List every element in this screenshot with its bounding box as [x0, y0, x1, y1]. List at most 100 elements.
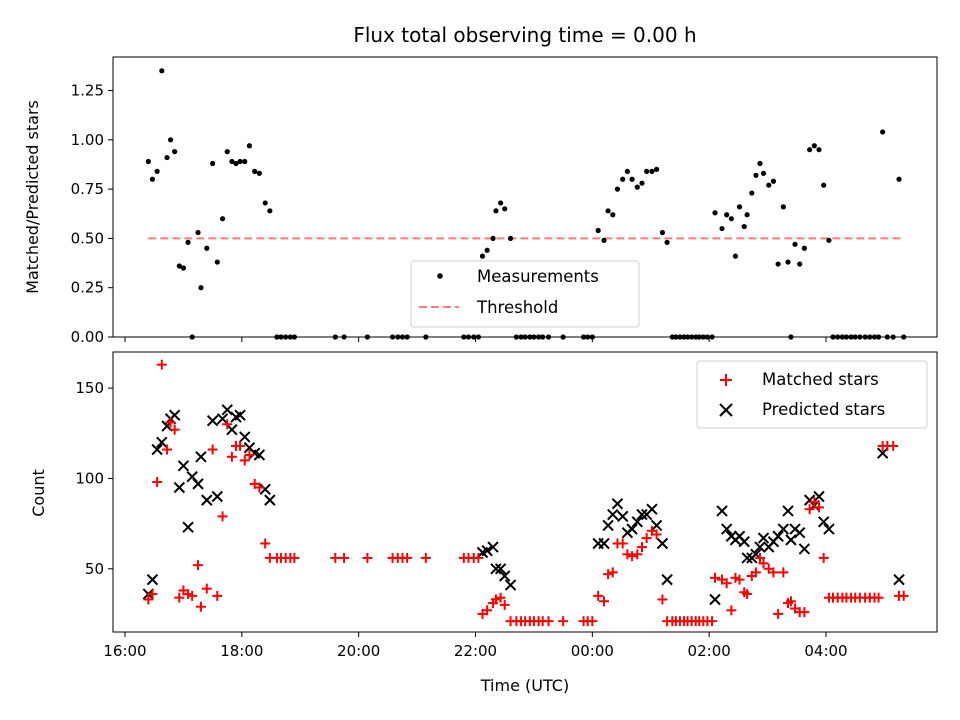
top-y-tick-label: 0.75 — [71, 180, 104, 198]
predicted-stars-point — [876, 447, 889, 459]
measurement-point — [149, 176, 156, 182]
bottom-x-ticks: 16:00 18:00 20:00 22:00 00:00 02:00 04:00 — [103, 632, 848, 660]
bottom-x-tick-label: 04:00 — [804, 642, 847, 660]
matched-stars-point — [207, 444, 218, 455]
measurement-point — [741, 223, 747, 230]
measurement-point — [210, 160, 216, 167]
bottom-plot-frame — [112, 351, 938, 633]
predicted-stars-point — [602, 519, 614, 532]
measurement-point — [659, 229, 666, 236]
measurement-point — [736, 204, 743, 210]
predicted-stars-point — [206, 414, 219, 427]
bottom-y-tick-label: 150 — [75, 379, 104, 397]
measurement-point — [807, 147, 813, 153]
measurement-point — [801, 245, 807, 251]
top-y-tick-label: 0.25 — [71, 279, 104, 297]
predicted-stars-point — [504, 579, 517, 591]
matched-stars-point — [742, 589, 753, 600]
measurement-point — [484, 247, 490, 253]
predicted-stars-point — [598, 537, 610, 550]
predicted-stars-point — [656, 537, 669, 550]
measurement-point — [719, 225, 725, 232]
matched-stars-point — [226, 451, 237, 462]
matched-stars-point — [193, 560, 204, 571]
predicted-stars-point — [716, 505, 728, 517]
bottom-legend: Matched stars Predicted stars — [696, 360, 928, 429]
measurement-point — [614, 186, 621, 192]
legend-predicted-label: Predicted stars — [762, 400, 885, 419]
matched-stars-point — [260, 538, 271, 549]
predicted-stars-point — [650, 519, 663, 532]
matched-stars-point — [402, 552, 413, 563]
matched-stars-point — [165, 417, 176, 428]
bottom-x-tick-label: 02:00 — [688, 642, 731, 660]
matched-stars-point — [174, 592, 185, 603]
bottom-y-tick-label: 50 — [85, 560, 104, 578]
matched-stars-point — [330, 552, 341, 563]
measurement-point — [785, 259, 791, 265]
predicted-stars-point — [893, 573, 905, 586]
matched-stars-point — [888, 440, 899, 451]
matched-stars-point — [289, 552, 300, 563]
measurement-point — [164, 154, 170, 161]
measurement-point — [256, 170, 262, 176]
matched-stars-point — [420, 552, 431, 563]
measurement-point — [826, 237, 832, 243]
measurement-point — [880, 129, 886, 135]
matched-stars-point — [898, 590, 909, 601]
measurement-point — [195, 229, 201, 236]
predicted-stars-point — [636, 508, 648, 521]
measurement-point — [262, 200, 268, 206]
matched-stars-point — [201, 583, 212, 594]
matched-stars-point — [804, 504, 815, 515]
top-y-tick-label: 1.25 — [71, 82, 104, 100]
measurement-point — [252, 168, 258, 174]
predicted-stars-point — [494, 563, 507, 575]
matched-stars-point — [622, 549, 633, 560]
predicted-stars-point — [757, 532, 770, 544]
measurement-point — [634, 184, 640, 190]
matched-stars-point — [495, 592, 506, 603]
measurement-point — [624, 168, 630, 174]
predicted-stars-point — [221, 404, 233, 416]
top-panel: Flux total observing time = 0.00 h Match… — [23, 23, 938, 346]
matched-stars-point — [778, 567, 789, 578]
predicted-stars-point — [738, 535, 750, 548]
predicted-stars-point — [490, 563, 502, 575]
matched-stars-point — [799, 607, 810, 618]
measurement-point — [229, 158, 235, 165]
predicted-stars-point — [782, 505, 794, 517]
legend-threshold-label: Threshold — [476, 298, 558, 317]
legend-measurements-marker — [437, 273, 443, 279]
measurement-point — [766, 182, 772, 188]
measurement-point — [479, 253, 486, 259]
measurement-point — [780, 204, 786, 210]
measurement-point — [154, 168, 160, 174]
predicted-stars-point — [211, 490, 224, 503]
predicted-stars-point — [611, 498, 624, 510]
measurement-point — [507, 235, 514, 242]
matched-stars-point — [603, 569, 614, 580]
matched-stars-point — [873, 592, 884, 603]
matched-stars-point — [339, 552, 350, 563]
predicted-stars-point — [626, 523, 638, 535]
predicted-stars-point — [661, 573, 673, 586]
matched-stars-point — [558, 616, 569, 627]
top-y-tick-label: 1.00 — [71, 131, 104, 149]
predicted-stars-point — [253, 449, 266, 461]
predicted-stars-point — [754, 541, 766, 553]
measurement-point — [728, 216, 734, 222]
matched-stars-point — [721, 578, 732, 589]
matched-stars-point — [785, 596, 796, 607]
bottom-y-tick-label: 100 — [75, 469, 104, 487]
matched-stars-point — [499, 599, 510, 610]
bottom-legend-box — [696, 360, 928, 429]
measurement-point — [760, 170, 767, 176]
matched-stars-point — [593, 590, 604, 601]
measurement-point — [664, 239, 670, 245]
predicted-stars-point — [813, 490, 825, 503]
predicted-stars-point — [631, 516, 644, 528]
matched-stars-point — [758, 558, 769, 569]
